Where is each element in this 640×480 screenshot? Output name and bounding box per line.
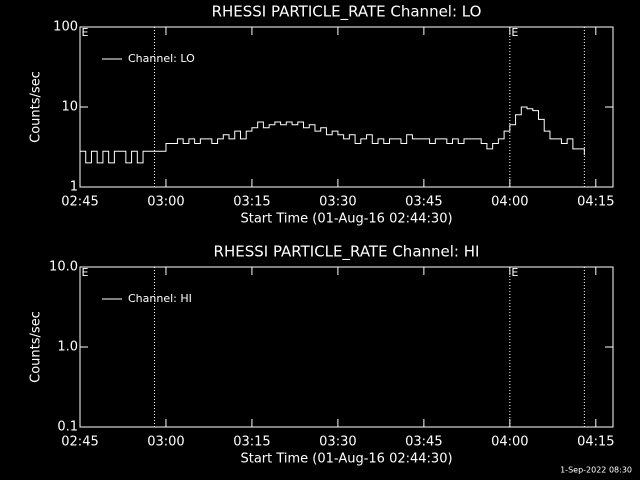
footer: 1-Sep-2022 08:30	[560, 466, 632, 475]
x-tick-label: 03:30	[319, 435, 356, 450]
legend-label: Channel: LO	[128, 52, 195, 65]
chart-title: RHESSI PARTICLE_RATE Channel: HI	[214, 243, 480, 262]
x-tick-label: 03:00	[147, 435, 184, 450]
x-tick-label: 04:15	[577, 195, 614, 210]
plot-frame	[79, 26, 614, 188]
y-tick-label: 10.0	[49, 260, 78, 275]
x-axis-label: Start Time (01-Aug-16 02:44:30)	[240, 452, 452, 467]
chart-title: RHESSI PARTICLE_RATE Channel: LO	[212, 3, 482, 22]
x-axis-label: Start Time (01-Aug-16 02:44:30)	[240, 212, 452, 227]
y-tick-label: 1	[70, 180, 78, 195]
annotation: E	[511, 266, 518, 279]
x-tick-label: 03:15	[233, 195, 270, 210]
x-tick-label: 03:30	[319, 195, 356, 210]
annotation: E	[511, 26, 518, 39]
x-tick-label: 04:15	[577, 435, 614, 450]
x-tick-label: 03:45	[405, 195, 442, 210]
x-tick-label: 02:45	[61, 195, 98, 210]
legend-label: Channel: HI	[128, 292, 192, 305]
x-tick-label: 03:45	[405, 435, 442, 450]
y-axis-label: Counts/sec	[29, 71, 44, 143]
x-tick-label: 04:00	[491, 435, 528, 450]
x-tick-label: 04:00	[491, 195, 528, 210]
y-tick-label: 10	[61, 100, 78, 115]
x-tick-label: 02:45	[61, 435, 98, 450]
plot-frame	[79, 266, 614, 428]
y-tick-label: 0.1	[57, 420, 78, 435]
annotation: E	[82, 266, 89, 279]
y-tick-label: 100	[53, 20, 78, 35]
x-tick-label: 03:15	[233, 435, 270, 450]
x-tick-label: 03:00	[147, 195, 184, 210]
y-tick-label: 1.0	[57, 340, 78, 355]
annotation: E	[82, 26, 89, 39]
y-axis-label: Counts/sec	[29, 311, 44, 383]
series-line	[80, 106, 585, 164]
